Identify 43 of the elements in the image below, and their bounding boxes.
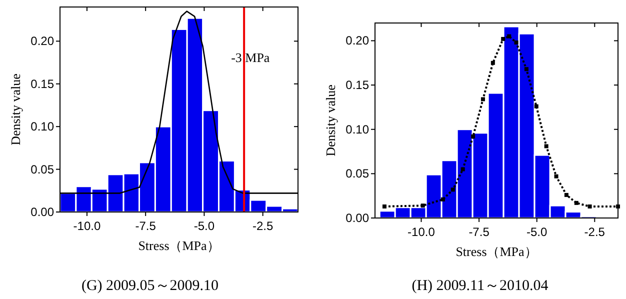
y-axis-title: Density value bbox=[323, 84, 338, 156]
x-tick-label: -10.0 bbox=[73, 219, 101, 233]
y-tick-label: 0.10 bbox=[346, 122, 370, 136]
x-tick-label: -2.5 bbox=[584, 225, 606, 239]
point bbox=[420, 204, 425, 208]
point bbox=[534, 104, 538, 108]
x-tick-label: -7.5 bbox=[135, 219, 156, 233]
x-tick-label: -10.0 bbox=[408, 225, 436, 239]
point bbox=[514, 40, 518, 44]
x-axis-title: Stress（MPa） bbox=[456, 244, 538, 259]
y-tick-label: 0.20 bbox=[346, 34, 370, 48]
y-tick-label: 0.05 bbox=[346, 166, 370, 181]
text: (H) 2009.11～2010.04 bbox=[412, 278, 549, 294]
point bbox=[574, 200, 578, 205]
y-tick-label: 0.00 bbox=[346, 211, 370, 225]
y-tick-label: 0.15 bbox=[30, 76, 54, 91]
y-axis-title: Density value bbox=[8, 73, 23, 146]
point bbox=[524, 67, 528, 72]
point bbox=[450, 188, 455, 192]
point bbox=[544, 144, 548, 148]
y-tick-label: 0.05 bbox=[30, 162, 54, 176]
text: (G) 2009.05～2009.10 bbox=[81, 278, 219, 294]
x-tick-label: -5.0 bbox=[526, 225, 548, 239]
y-tick-label: 0.10 bbox=[30, 120, 54, 134]
point bbox=[554, 174, 558, 178]
y-tick-label: 0.15 bbox=[346, 78, 370, 92]
y-tick-label: 0.00 bbox=[30, 205, 54, 219]
point bbox=[507, 34, 512, 38]
x-tick-label: -2.5 bbox=[252, 219, 274, 233]
point bbox=[382, 204, 386, 208]
point bbox=[490, 60, 495, 65]
ref-line-label: -3 MPa bbox=[231, 50, 270, 65]
point bbox=[564, 192, 568, 197]
point bbox=[501, 36, 506, 41]
point bbox=[471, 134, 476, 138]
point bbox=[480, 97, 485, 102]
point bbox=[460, 167, 465, 172]
point bbox=[440, 197, 445, 202]
x-axis-title: Stress（MPa） bbox=[138, 238, 220, 253]
y-tick-label: 0.20 bbox=[30, 34, 54, 48]
point bbox=[588, 204, 592, 208]
x-tick-label: -5.0 bbox=[194, 219, 215, 233]
x-tick-label: -7.5 bbox=[468, 225, 490, 239]
